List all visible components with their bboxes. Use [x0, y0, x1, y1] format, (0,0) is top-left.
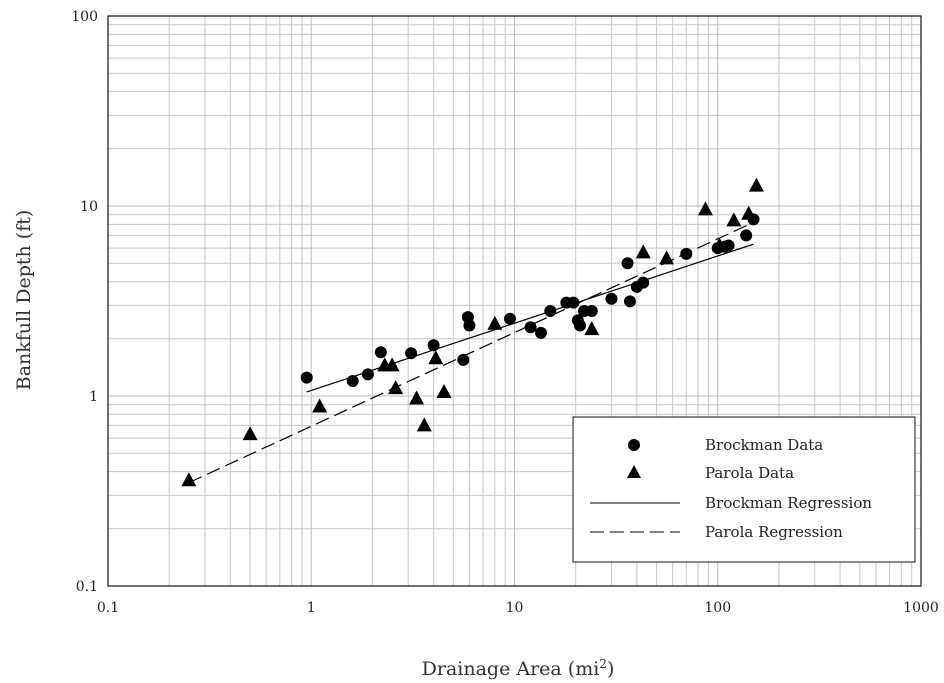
data-point-triangle	[409, 390, 425, 405]
data-point-circle	[361, 368, 374, 381]
data-point-triangle	[181, 472, 197, 487]
data-point-triangle	[416, 417, 432, 432]
data-point-triangle	[388, 380, 404, 395]
x-tick-label: 1000	[903, 600, 939, 616]
x-axis-title-sup: 2	[599, 657, 607, 671]
series-layer	[181, 177, 764, 487]
x-axis-title: Drainage Area (mi2)	[422, 657, 615, 680]
data-point-triangle	[487, 315, 503, 330]
data-point-circle	[374, 346, 387, 359]
data-point-triangle	[741, 205, 757, 220]
data-point-circle	[405, 347, 418, 360]
plot-frame	[107, 15, 922, 587]
data-point-circle	[503, 312, 516, 325]
regression-line	[188, 221, 754, 484]
legend-label-brockman-regression: Brockman Regression	[705, 494, 872, 512]
data-point-circle	[300, 371, 313, 384]
data-point-circle	[534, 326, 547, 339]
data-point-triangle	[312, 398, 328, 413]
x-tick-label: 1	[307, 600, 316, 616]
x-axis-title-close: )	[607, 658, 614, 680]
data-point-triangle	[659, 250, 675, 265]
legend-marker-parola-data	[627, 465, 641, 478]
data-point-circle	[463, 319, 476, 332]
data-point-circle	[524, 321, 537, 334]
data-point-circle	[567, 296, 580, 309]
data-point-circle	[457, 353, 470, 366]
y-axis-title: Bankfull Depth (ft)	[13, 210, 35, 391]
legend-label-parola-regression: Parola Regression	[705, 523, 843, 541]
y-tick-label: 100	[71, 9, 98, 25]
data-point-circle	[621, 257, 634, 270]
data-point-circle	[585, 305, 598, 318]
legend-label-brockman-data: Brockman Data	[705, 436, 823, 454]
data-point-triangle	[584, 321, 600, 336]
x-tick-label: 10	[506, 600, 524, 616]
y-tick-label: 10	[80, 199, 98, 215]
legend-marker-brockman-data	[628, 439, 640, 451]
legend: Brockman Data Parola Data Brockman Regre…	[572, 416, 916, 563]
data-point-circle	[544, 305, 557, 318]
x-tick-label: 0.1	[97, 600, 119, 616]
data-point-circle	[740, 229, 753, 242]
data-point-triangle	[384, 357, 400, 372]
data-point-triangle	[697, 201, 713, 216]
data-point-triangle	[428, 350, 444, 365]
data-point-circle	[346, 374, 359, 387]
data-point-triangle	[711, 237, 727, 252]
data-point-triangle	[242, 426, 258, 441]
data-point-circle	[637, 276, 650, 289]
y-tick-label: 0.1	[76, 579, 98, 595]
data-point-circle	[605, 292, 618, 305]
x-axis-title-main: Drainage Area (mi	[422, 658, 600, 680]
x-tick-label: 100	[704, 600, 731, 616]
data-point-triangle	[436, 383, 452, 398]
data-point-circle	[573, 319, 586, 332]
y-tick-label: 1	[89, 389, 98, 405]
data-point-triangle	[635, 244, 651, 259]
data-point-circle	[722, 239, 735, 252]
data-point-triangle	[748, 177, 764, 192]
data-point-triangle	[726, 212, 742, 227]
legend-label-parola-data: Parola Data	[705, 464, 794, 482]
tick-labels: 0.1 1 10 100 1000 0.1 1 10 100	[71, 9, 939, 616]
data-point-circle	[623, 295, 636, 308]
data-point-circle	[427, 339, 440, 352]
data-point-circle	[680, 247, 693, 260]
